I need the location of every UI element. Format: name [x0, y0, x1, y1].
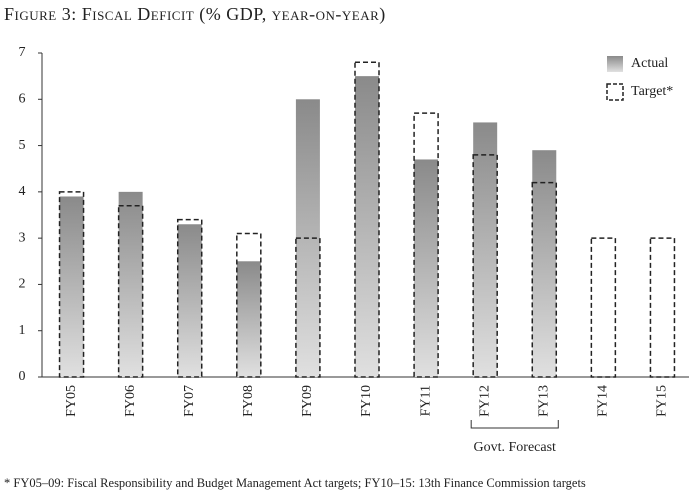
target-bar — [295, 237, 321, 378]
target-bar — [236, 232, 262, 378]
target-bar — [590, 237, 617, 378]
x-tick-label: FY15 — [655, 385, 670, 417]
target-bar — [58, 191, 85, 378]
target-bar — [117, 204, 144, 378]
y-tick-label: 3 — [19, 230, 26, 245]
y-tick-label: 7 — [19, 45, 26, 60]
legend-swatch — [606, 83, 624, 101]
x-tick-label: FY07 — [182, 385, 197, 417]
y-tick-label: 6 — [19, 92, 26, 107]
target-bar — [176, 218, 203, 378]
y-tick-label: 4 — [19, 184, 26, 199]
x-tick-label: FY05 — [64, 385, 79, 417]
x-tick-label: FY09 — [300, 385, 315, 417]
y-tick-label: 0 — [19, 369, 26, 384]
legend-label: Actual — [631, 56, 668, 71]
target-bar — [531, 181, 558, 378]
bar — [118, 191, 143, 377]
footnote: * FY05–09: Fiscal Responsibility and Bud… — [4, 476, 586, 490]
x-tick-label: FY13 — [536, 385, 551, 417]
target-bar — [354, 61, 380, 378]
forecast-bracket — [470, 420, 559, 429]
bar — [236, 261, 261, 377]
bar — [414, 159, 439, 377]
y-tick-label: 1 — [19, 323, 26, 338]
bar — [177, 224, 202, 377]
chart-title: Figure 3: Fiscal Deficit (% GDP, year-on… — [4, 4, 386, 25]
bar — [532, 150, 557, 377]
x-tick-label: FY08 — [241, 385, 256, 417]
target-bar — [472, 154, 498, 378]
x-tick-label: FY06 — [123, 385, 138, 417]
x-tick-label: FY14 — [596, 385, 611, 417]
target-bar — [649, 237, 676, 378]
x-tick-label: FY10 — [359, 385, 374, 417]
x-tick-label: FY12 — [477, 385, 492, 417]
annotation: Govt. Forecast — [474, 440, 557, 455]
bar — [473, 122, 498, 377]
y-tick-label: 2 — [19, 277, 26, 292]
bar — [59, 196, 84, 377]
bar — [355, 76, 379, 378]
legend-swatch — [607, 56, 623, 72]
target-bar — [413, 112, 439, 378]
y-tick-label: 5 — [19, 138, 26, 153]
legend-label: Target* — [631, 84, 673, 99]
x-tick-label: FY11 — [418, 385, 433, 416]
